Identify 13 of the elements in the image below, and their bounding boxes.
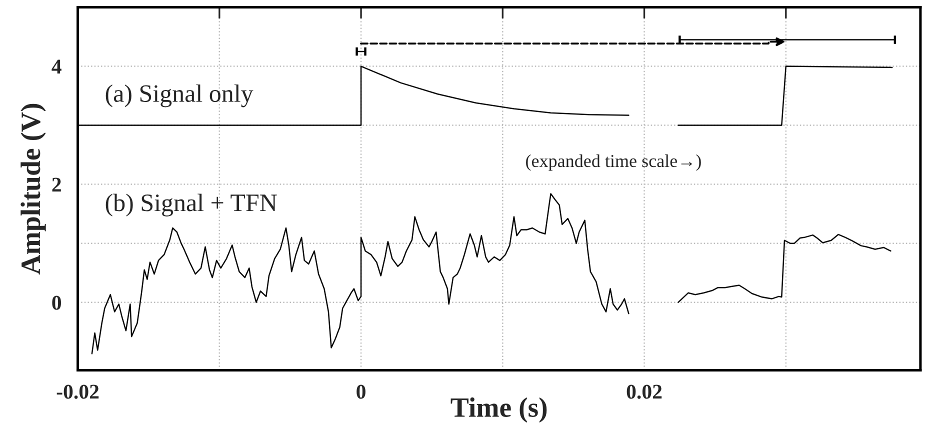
x-tick-label: 0 <box>356 384 366 399</box>
y-tick-label: 4 <box>52 60 62 74</box>
x-tick-label: 0.02 <box>626 384 662 399</box>
x-tick-label: -0.02 <box>56 384 99 399</box>
y-axis-title: Amplitude (V) <box>20 104 46 274</box>
series-label: (a) Signal only <box>106 84 254 108</box>
series-label: (b) Signal + TFN <box>106 194 277 216</box>
annotation: (expanded time scale→) <box>526 154 701 171</box>
y-tick-label: 2 <box>52 178 61 192</box>
y-tick-label: 0 <box>52 296 62 310</box>
x-axis-title: Time (s) <box>450 397 547 423</box>
line-series <box>91 193 630 354</box>
line-series <box>678 234 892 303</box>
